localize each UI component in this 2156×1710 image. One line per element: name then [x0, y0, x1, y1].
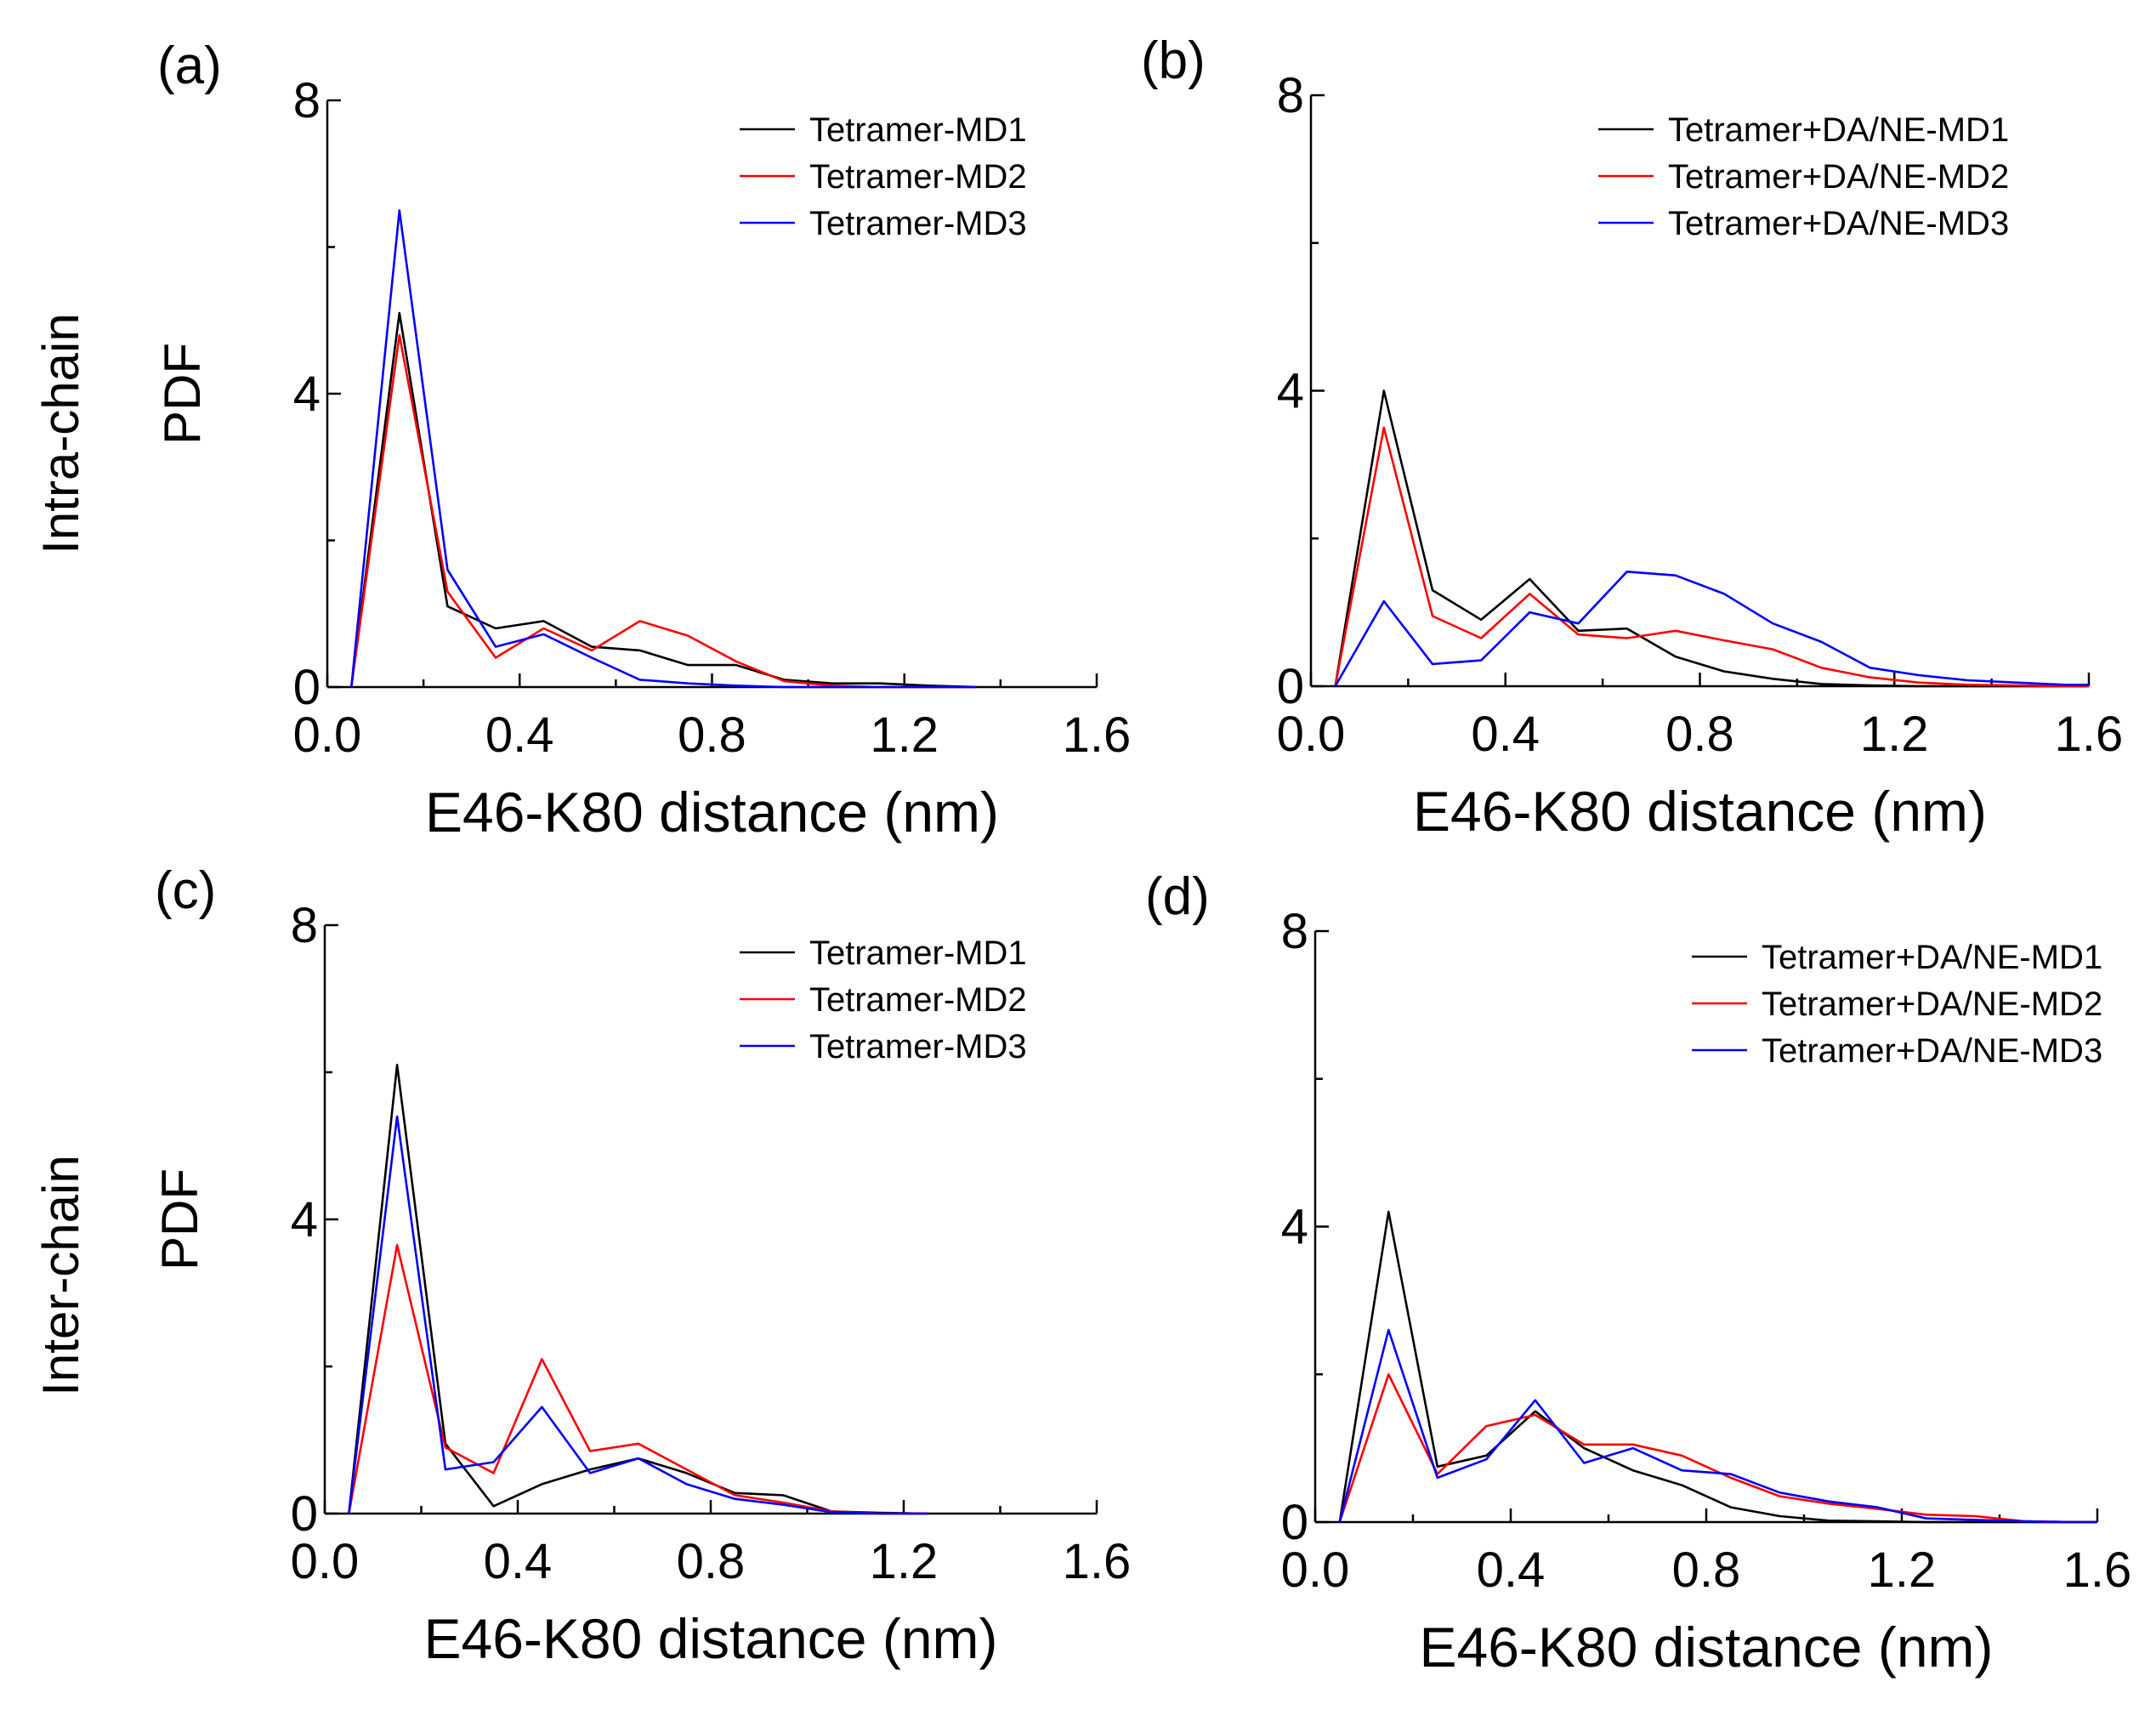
row-label-intra-chain: Intra-chain	[32, 313, 89, 554]
x-tick-label: 0.4	[1471, 707, 1540, 762]
x-tick-label: 1.2	[870, 707, 939, 763]
legend-label: Tetramer-MD3	[809, 205, 1027, 242]
y-tick-label: 8	[1281, 904, 1308, 959]
legend-label: Tetramer+DA/NE-MD1	[1762, 939, 2102, 976]
x-tick-label: 1.6	[1063, 1534, 1132, 1589]
legend-label: Tetramer+DA/NE-MD2	[1762, 986, 2102, 1023]
y-axis-label: PDF	[154, 343, 211, 445]
legend-label: Tetramer-MD2	[809, 158, 1027, 196]
x-tick-label: 0.8	[678, 707, 746, 763]
y-tick-label: 0	[293, 660, 321, 715]
chart-panel-1: 0.0 0.4 0.8 1.2 1.6 0 4 8 (a) E46-K80 distance (n…	[154, 37, 1131, 844]
y-tick-label: 8	[293, 73, 321, 128]
y-tick-label: 4	[1281, 1200, 1308, 1255]
x-tick-label: 0.4	[485, 707, 554, 763]
panel-label: (a)	[157, 37, 222, 95]
legend-label: Tetramer+DA/NE-MD1	[1668, 111, 2009, 149]
legend-label: Tetramer-MD2	[809, 981, 1027, 1019]
row-label-inter-chain: Inter-chain	[32, 1155, 89, 1395]
series-line-2	[350, 333, 977, 689]
series-line-2	[348, 1244, 928, 1515]
y-tick-label: 0	[1281, 1495, 1308, 1550]
x-tick-label: 0.8	[1665, 707, 1734, 762]
panel-label: (d)	[1145, 867, 1210, 926]
y-tick-label: 8	[1277, 68, 1304, 123]
x-tick-label: 1.6	[2055, 707, 2124, 762]
x-axis-label: E46-K80 distance (nm)	[424, 1607, 998, 1670]
legend-label: Tetramer-MD1	[809, 935, 1027, 972]
y-tick-label: 4	[291, 1192, 318, 1247]
legend-label: Tetramer-MD1	[809, 111, 1027, 149]
y-tick-label: 0	[1277, 659, 1304, 714]
legend-label: Tetramer+DA/NE-MD3	[1762, 1032, 2102, 1070]
legend-label: Tetramer-MD3	[809, 1028, 1027, 1065]
x-tick-label: 0.0	[291, 1534, 360, 1589]
series-line-1	[1338, 1210, 2097, 1524]
x-tick-label: 0.8	[1672, 1542, 1741, 1598]
x-axis-label: E46-K80 distance (nm)	[1413, 780, 1987, 843]
series-line-2	[1338, 1373, 2097, 1524]
legend: Tetramer-MD1 Tetramer-MD2 Tetramer-MD3	[740, 111, 1027, 242]
series-line-2	[1334, 426, 2089, 688]
series-line-3	[350, 209, 977, 689]
x-axis-label: E46-K80 distance (nm)	[1420, 1616, 1994, 1679]
x-tick-label: 1.2	[1868, 1542, 1937, 1598]
y-tick-label: 0	[291, 1486, 318, 1542]
x-tick-label: 0.8	[677, 1534, 746, 1589]
x-tick-label: 0.4	[484, 1534, 553, 1589]
x-tick-label: 1.6	[2063, 1542, 2132, 1598]
x-axis-label: E46-K80 distance (nm)	[425, 781, 999, 844]
legend: Tetramer+DA/NE-MD1 Tetramer+DA/NE-MD2 Tetr…	[1598, 111, 2009, 242]
x-tick-label: 0.0	[1277, 707, 1346, 762]
legend-label: Tetramer+DA/NE-MD3	[1668, 205, 2009, 242]
legend: Tetramer+DA/NE-MD1 Tetramer+DA/NE-MD2 Tetr…	[1692, 939, 2102, 1070]
chart-panel-4: 0.0 0.4 0.8 1.2 1.6 0 4 8 (d) E46-K80 distance (n…	[1145, 867, 2131, 1679]
x-tick-label: 0.4	[1477, 1542, 1546, 1598]
x-tick-label: 1.2	[1860, 707, 1929, 762]
series-line-3	[1334, 570, 2089, 687]
panels-group: 0.0 0.4 0.8 1.2 1.6 0 4 8 (a) E46-K80 distance (n…	[151, 31, 2131, 1679]
chart-panel-3: 0.0 0.4 0.8 1.2 1.6 0 4 8 (c) E46-K80 distance (n…	[151, 861, 1131, 1670]
y-tick-label: 4	[1277, 364, 1304, 419]
series-line-1	[350, 311, 977, 689]
series-line-1	[348, 1064, 928, 1515]
series-line-1	[1334, 389, 2089, 688]
y-tick-label: 4	[293, 366, 321, 422]
x-tick-label: 0.0	[1281, 1542, 1350, 1598]
series-line-3	[1338, 1328, 2097, 1524]
x-tick-label: 1.6	[1063, 707, 1132, 763]
y-tick-label: 8	[291, 898, 318, 953]
series-line-3	[348, 1115, 928, 1515]
legend: Tetramer-MD1 Tetramer-MD2 Tetramer-MD3	[740, 935, 1027, 1065]
chart-panel-2: 0.0 0.4 0.8 1.2 1.6 0 4 8 (b) E46-K80 distance (n…	[1141, 31, 2123, 843]
legend-label: Tetramer+DA/NE-MD2	[1668, 158, 2009, 196]
panel-label: (b)	[1141, 31, 1206, 90]
x-tick-label: 0.0	[293, 707, 362, 763]
panel-label: (c)	[155, 861, 216, 920]
x-tick-label: 1.2	[870, 1534, 939, 1589]
y-axis-label: PDF	[151, 1168, 208, 1270]
